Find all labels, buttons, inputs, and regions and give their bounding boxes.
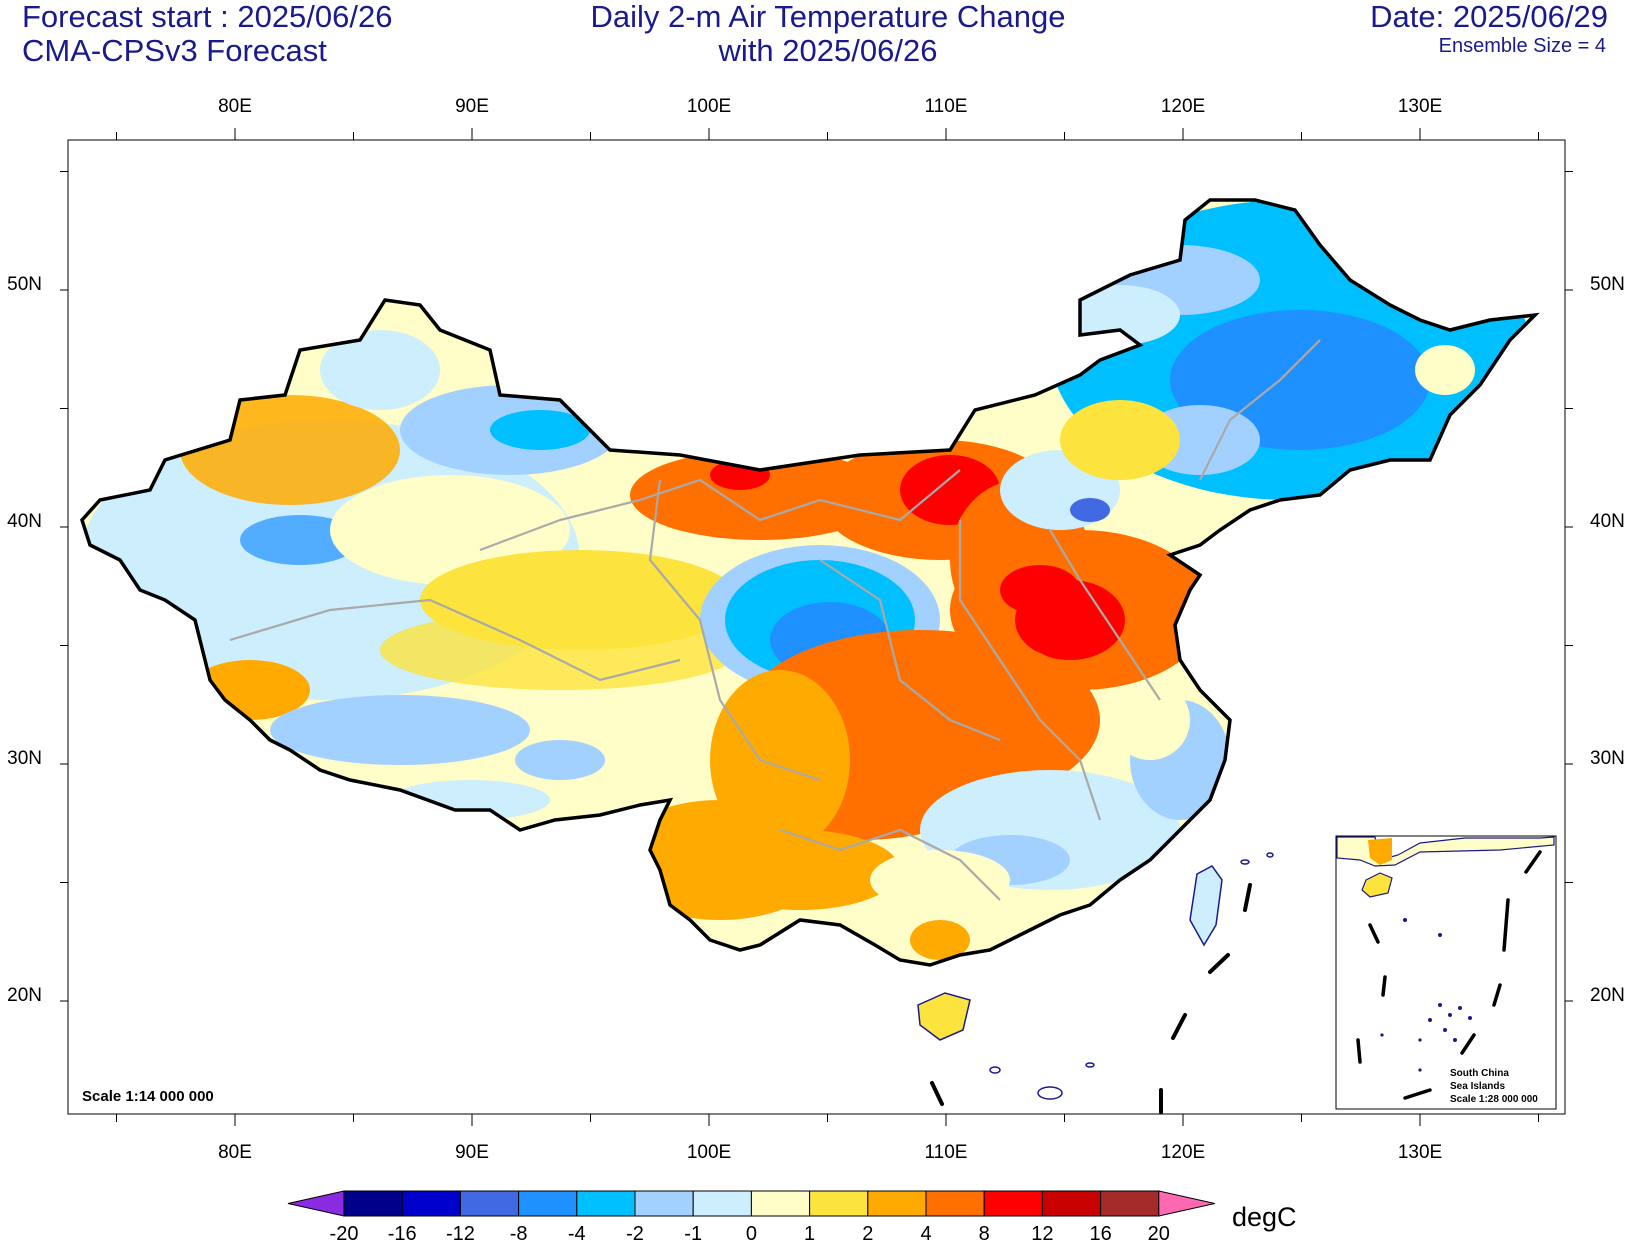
legend-swatch	[343, 1190, 403, 1217]
legend-unit-label: degC	[1232, 1202, 1297, 1232]
forecast-start-text: Forecast start : 2025/06/26	[22, 0, 393, 34]
legend-swatch	[809, 1190, 869, 1217]
legend-arrow-high	[1158, 1190, 1215, 1217]
lat-label: 30N	[1590, 748, 1625, 769]
lon-label: 110E	[925, 96, 968, 117]
legend-tick-label: -4	[568, 1223, 586, 1241]
legend-swatch	[1100, 1190, 1160, 1217]
lat-label: 40N	[1590, 511, 1625, 532]
taiwan-island	[1189, 865, 1223, 947]
inset-label-line2: Sea Islands	[1450, 1081, 1505, 1092]
lon-label: 80E	[218, 96, 252, 117]
lon-label: 90E	[455, 1142, 489, 1163]
legend-tick-label: -20	[330, 1223, 359, 1241]
legend-swatch	[867, 1190, 927, 1217]
legend-tick-label: -2	[626, 1223, 644, 1241]
forecast-date-text: Date: 2025/06/29	[1370, 0, 1608, 34]
lon-label: 80E	[218, 1142, 252, 1163]
axis-ticks	[60, 128, 1573, 1126]
lat-label: 50N	[1590, 274, 1625, 295]
lon-label: 130E	[1398, 96, 1442, 117]
lon-label: 100E	[687, 96, 731, 117]
legend-tick-label: -8	[510, 1223, 528, 1241]
map-scale-label: Scale 1:14 000 000	[82, 1088, 214, 1105]
map-title-line2: with 2025/06/26	[718, 33, 938, 68]
lon-label: 130E	[1398, 1142, 1442, 1163]
sea-islands	[989, 852, 1274, 1100]
legend-swatch	[401, 1190, 461, 1217]
lon-label: 90E	[455, 96, 489, 117]
lat-label: 50N	[7, 274, 42, 295]
legend-tick-label: 16	[1089, 1223, 1111, 1241]
legend-swatch	[518, 1190, 578, 1217]
legend-tick-label: 4	[920, 1223, 931, 1241]
legend-swatch	[634, 1190, 694, 1217]
lat-labels-right: 50N 40N 30N 20N	[1590, 274, 1625, 1006]
legend-swatch	[983, 1190, 1043, 1217]
legend-tick-label: -1	[684, 1223, 702, 1241]
lon-labels-top: 80E 90E 100E 110E 120E 130E	[218, 96, 1442, 117]
lon-label: 110E	[925, 1142, 968, 1163]
legend-swatch	[925, 1190, 985, 1217]
legend-tick-label: 1	[804, 1223, 815, 1241]
inset-map: South China Sea Islands Scale 1:28 000 0…	[1335, 835, 1557, 1110]
legend-tick-label: 12	[1031, 1223, 1053, 1241]
legend-tick-label: 2	[862, 1223, 873, 1241]
model-name-text: CMA-CPSv3 Forecast	[22, 33, 327, 68]
inset-label-line1: South China	[1450, 1068, 1509, 1079]
legend-tick-label: 20	[1148, 1223, 1170, 1241]
lon-label: 100E	[687, 1142, 731, 1163]
nine-dash-line	[930, 883, 1252, 1114]
color-legend: -20 -16 -12 -8 -4 -2 -1 0 1 2 4 8 12 16 20	[287, 1190, 1215, 1241]
province-boundaries	[229, 339, 1321, 901]
legend-swatch	[1041, 1190, 1102, 1217]
map-title-line1: Daily 2-m Air Temperature Change	[590, 0, 1066, 34]
lat-label: 20N	[1590, 985, 1625, 1006]
legend-swatch	[692, 1190, 752, 1217]
legend-swatch	[750, 1190, 811, 1217]
legend-tick-label: 8	[979, 1223, 990, 1241]
legend-tick-label: 0	[746, 1223, 757, 1241]
legend-arrow-low	[287, 1190, 345, 1217]
lon-label: 120E	[1161, 96, 1205, 117]
lat-labels-left: 50N 40N 30N 20N	[7, 274, 42, 1006]
legend-tick-label: -12	[446, 1223, 475, 1241]
legend-swatch	[576, 1190, 636, 1217]
lat-label: 20N	[7, 985, 42, 1006]
hainan-island	[917, 992, 971, 1041]
lat-label: 30N	[7, 748, 42, 769]
legend-swatch	[459, 1190, 520, 1217]
lat-label: 40N	[7, 511, 42, 532]
lon-labels-bottom: 80E 90E 100E 110E 120E 130E	[218, 1142, 1442, 1163]
lon-label: 120E	[1161, 1142, 1205, 1163]
inset-label-line3: Scale 1:28 000 000	[1450, 1094, 1538, 1105]
legend-tick-label: -16	[388, 1223, 417, 1241]
ensemble-size-text: Ensemble Size = 4	[1438, 35, 1606, 57]
